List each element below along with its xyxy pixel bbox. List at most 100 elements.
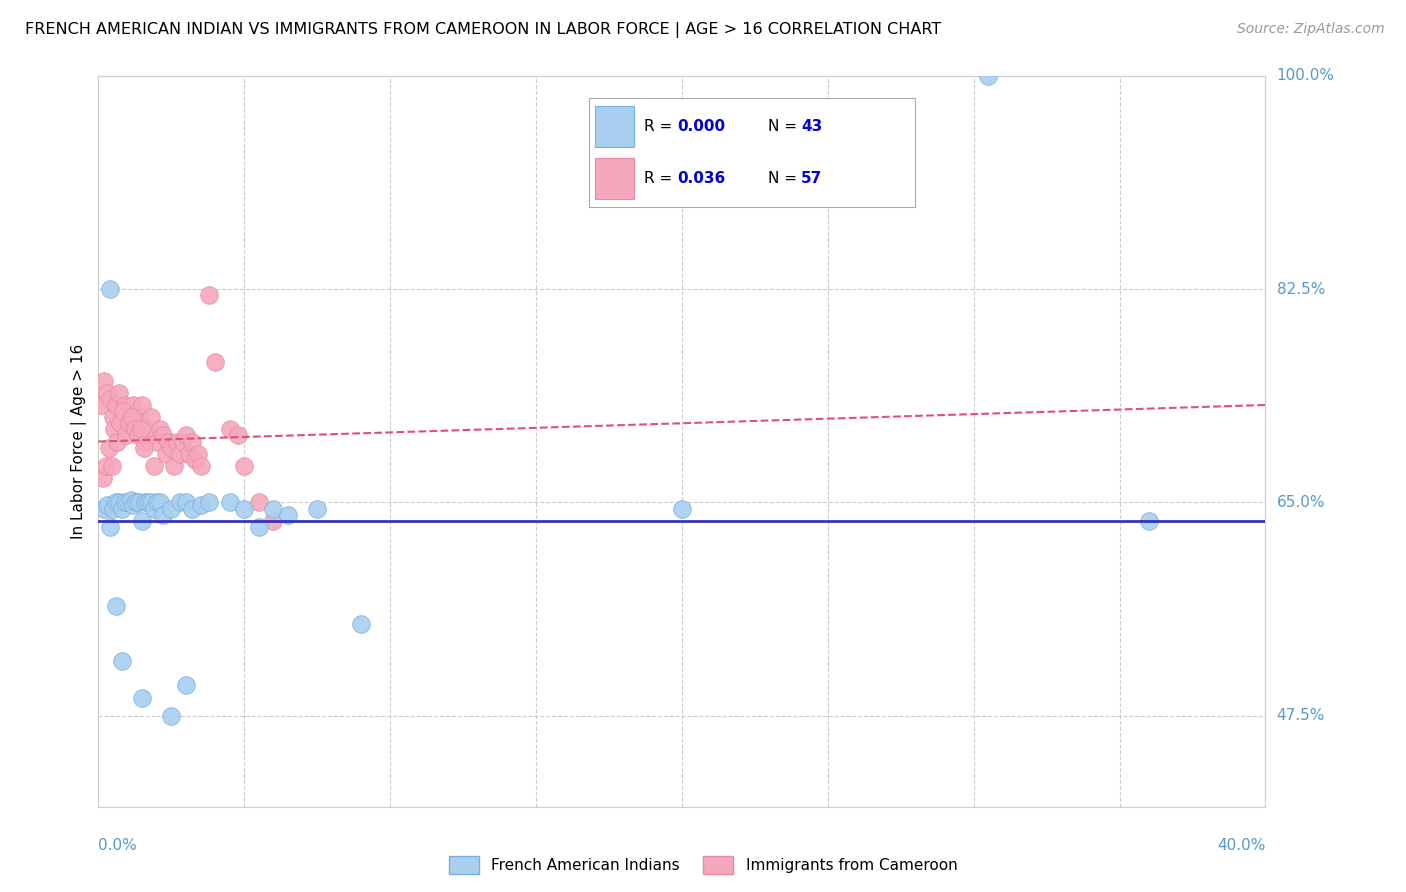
Text: 82.5%: 82.5% [1277, 282, 1324, 297]
Point [204, 355, 226, 369]
Point [152, 428, 174, 442]
Point [134, 434, 156, 449]
Point [101, 410, 124, 425]
Point [115, 428, 138, 442]
Point [169, 495, 191, 509]
Point [146, 434, 169, 449]
Point [160, 501, 183, 516]
Point [1137, 514, 1160, 528]
Point [307, 501, 329, 516]
Point [97, 441, 120, 455]
Point [142, 458, 165, 473]
Point [122, 498, 145, 512]
Point [247, 520, 270, 534]
Point [104, 495, 127, 509]
Point [131, 514, 153, 528]
Point [132, 441, 155, 455]
Point [233, 458, 256, 473]
Point [114, 398, 136, 412]
Point [111, 501, 134, 516]
Point [91, 471, 114, 485]
Text: 40.0%: 40.0% [1218, 838, 1265, 853]
Point [233, 501, 256, 516]
Text: 65.0%: 65.0% [1277, 495, 1324, 510]
Point [136, 495, 159, 509]
Point [155, 447, 177, 461]
Point [93, 374, 115, 388]
Point [977, 69, 1000, 83]
Point [174, 495, 197, 509]
Point [350, 617, 373, 632]
Point [163, 458, 186, 473]
Point [142, 501, 165, 516]
Point [98, 282, 121, 296]
Point [120, 493, 142, 508]
Point [174, 678, 197, 692]
Point [172, 434, 194, 449]
Point [218, 495, 240, 509]
Point [671, 501, 693, 516]
Point [228, 428, 250, 442]
Point [198, 288, 221, 302]
Y-axis label: In Labor Force | Age > 16: In Labor Force | Age > 16 [72, 344, 87, 539]
Point [263, 501, 285, 516]
Point [93, 501, 115, 516]
Point [124, 422, 146, 436]
Point [198, 495, 221, 509]
Point [263, 514, 285, 528]
Point [146, 495, 169, 509]
Point [174, 428, 197, 442]
Point [152, 508, 174, 522]
Point [149, 495, 172, 509]
Point [128, 495, 150, 509]
Point [187, 447, 209, 461]
Point [190, 498, 212, 512]
Point [136, 422, 159, 436]
Point [101, 501, 124, 516]
Point [98, 392, 121, 406]
Point [112, 404, 135, 418]
Point [129, 422, 152, 436]
Point [177, 447, 200, 461]
Text: 100.0%: 100.0% [1277, 69, 1334, 83]
Point [125, 495, 148, 509]
Point [108, 495, 131, 509]
Point [117, 495, 139, 509]
Point [94, 458, 117, 473]
Point [96, 498, 118, 512]
Point [128, 410, 150, 425]
Point [96, 385, 118, 400]
Text: 47.5%: 47.5% [1277, 708, 1324, 723]
Point [180, 434, 202, 449]
Point [160, 708, 183, 723]
Point [139, 410, 162, 425]
Point [218, 422, 240, 436]
Point [90, 398, 112, 412]
Point [104, 398, 127, 412]
Legend: French American Indians, Immigrants from Cameroon: French American Indians, Immigrants from… [443, 850, 963, 880]
Point [277, 508, 299, 522]
Point [104, 599, 127, 614]
Text: FRENCH AMERICAN INDIAN VS IMMIGRANTS FROM CAMEROON IN LABOR FORCE | AGE > 16 COR: FRENCH AMERICAN INDIAN VS IMMIGRANTS FRO… [25, 22, 942, 38]
Point [180, 501, 202, 516]
Point [127, 428, 149, 442]
Point [98, 520, 121, 534]
Point [103, 422, 125, 436]
Point [120, 410, 142, 425]
Point [111, 410, 134, 425]
Point [117, 422, 139, 436]
Point [134, 495, 156, 509]
Point [183, 453, 205, 467]
Point [110, 416, 132, 431]
Point [125, 416, 148, 431]
Point [157, 434, 180, 449]
Text: Source: ZipAtlas.com: Source: ZipAtlas.com [1237, 22, 1385, 37]
Point [105, 434, 128, 449]
Point [111, 654, 134, 668]
Point [139, 495, 162, 509]
Point [166, 434, 188, 449]
Point [100, 458, 122, 473]
Point [169, 447, 191, 461]
Text: 0.0%: 0.0% [98, 838, 138, 853]
Point [114, 495, 136, 509]
